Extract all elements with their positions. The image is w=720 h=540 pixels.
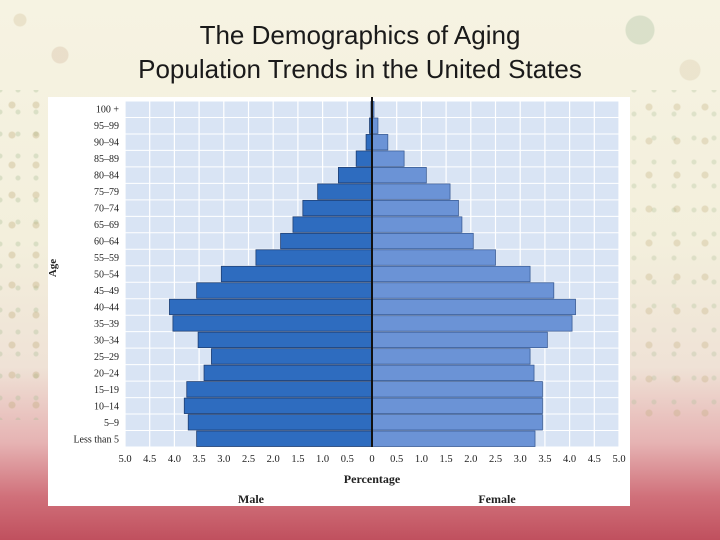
female-group-label: Female	[478, 492, 516, 506]
male-bar	[280, 232, 373, 250]
percentage-tick-label: 4.0	[168, 454, 181, 465]
age-tick-label: 35–39	[94, 319, 119, 330]
age-tick-label: 80–84	[94, 171, 119, 182]
percentage-tick-labels: 5.0 4.5 4.0 3.5 3.0 2.5 2.0 1.5 1.0 0.5 0 0.5 1.0 1.5…	[118, 454, 625, 465]
x-axis-label: Percentage	[344, 472, 401, 486]
percentage-tick-label: 2.5	[242, 454, 255, 465]
male-bar	[183, 397, 373, 414]
percentage-tick-label: 0.5	[341, 454, 354, 465]
male-bar	[196, 430, 373, 447]
age-tick-label: 10–14	[94, 401, 119, 412]
percentage-tick-label: 1.5	[440, 454, 453, 465]
slide-title: The Demographics of Aging Population Tre…	[0, 18, 720, 86]
percentage-tick-label: 2.5	[489, 454, 502, 465]
age-tick-label: 70–74	[94, 204, 119, 215]
age-tick-label: 95–99	[94, 121, 119, 132]
percentage-tick-label: 0	[369, 454, 374, 465]
male-bar	[203, 364, 373, 381]
slide-title-line-1: The Demographics of Aging	[199, 20, 521, 50]
age-tick-labels: 100 + 95–99 90–94 85–89 80–84 75–79 70–74 65–69…	[73, 105, 119, 446]
percentage-tick-label: 3.0	[217, 454, 230, 465]
male-bar	[172, 315, 373, 332]
female-bar	[371, 167, 427, 184]
chart-panel: 100 + 95–99 90–94 85–89 80–84 75–79 70–74 65–69…	[47, 97, 630, 506]
female-bar	[371, 414, 543, 431]
female-bar	[371, 150, 405, 167]
male-bar	[355, 150, 373, 167]
female-bar	[371, 265, 531, 283]
percentage-tick-label: 3.5	[538, 454, 551, 465]
percentage-tick-label: 3.0	[514, 454, 527, 465]
female-bar	[371, 315, 573, 332]
female-bar	[371, 249, 496, 266]
age-tick-label: 85–89	[94, 154, 119, 165]
percentage-tick-label: 4.5	[588, 454, 601, 465]
age-tick-label: 65–69	[94, 220, 119, 231]
age-tick-label: 30–34	[94, 335, 119, 346]
female-bar	[371, 331, 548, 349]
percentage-tick-label: 3.5	[193, 454, 206, 465]
male-bar	[196, 282, 373, 299]
female-bar	[371, 381, 543, 398]
age-tick-label: 55–59	[94, 253, 119, 264]
percentage-tick-label: 1.0	[415, 454, 428, 465]
slide-title-line-2: Population Trends in the United States	[138, 54, 582, 84]
male-bar	[220, 265, 373, 283]
male-bar	[197, 331, 373, 349]
population-pyramid-chart: 100 + 95–99 90–94 85–89 80–84 75–79 70–74 65–69…	[47, 97, 626, 506]
female-bar	[371, 216, 463, 233]
decorative-right-pattern	[630, 90, 720, 420]
male-bar	[292, 216, 373, 233]
percentage-tick-label: 2.0	[464, 454, 477, 465]
y-axis-label: Age	[48, 259, 59, 277]
age-tick-label: 25–29	[94, 352, 119, 363]
female-bar	[371, 430, 536, 447]
age-tick-label: 20–24	[94, 368, 119, 379]
age-tick-label: 40–44	[94, 302, 119, 313]
male-bar	[302, 199, 373, 217]
percentage-tick-label: 1.0	[316, 454, 329, 465]
age-tick-label: 5–9	[104, 418, 119, 429]
percentage-tick-label: 1.5	[291, 454, 304, 465]
male-bar	[255, 249, 373, 266]
age-tick-label: 100 +	[96, 105, 120, 116]
male-bar	[211, 348, 373, 365]
female-bar	[371, 232, 474, 250]
male-bar	[338, 167, 373, 184]
decorative-top-band	[0, 0, 720, 95]
age-tick-label: 75–79	[94, 187, 119, 198]
bars	[169, 101, 576, 447]
female-bar	[371, 183, 451, 200]
percentage-tick-label: 5.0	[612, 454, 625, 465]
female-bar	[371, 348, 531, 365]
female-bar	[371, 298, 576, 316]
age-tick-label: 60–64	[94, 237, 119, 248]
male-group-label: Male	[238, 492, 265, 506]
age-tick-label: 90–94	[94, 138, 119, 149]
age-tick-label: 50–54	[94, 270, 119, 281]
age-tick-label: 15–19	[94, 385, 119, 396]
age-tick-label: Less than 5	[73, 434, 119, 445]
percentage-tick-label: 4.0	[563, 454, 576, 465]
male-bar	[317, 183, 373, 200]
male-bar	[187, 414, 373, 431]
percentage-tick-label: 5.0	[118, 454, 131, 465]
female-bar	[371, 397, 543, 414]
female-bar	[371, 134, 389, 151]
decorative-left-pattern	[0, 90, 48, 420]
percentage-tick-label: 2.0	[267, 454, 280, 465]
percentage-tick-label: 4.5	[143, 454, 156, 465]
female-bar	[371, 199, 459, 217]
percentage-tick-label: 0.5	[390, 454, 403, 465]
female-bar	[371, 364, 535, 381]
female-bar	[371, 282, 555, 299]
male-bar	[186, 381, 373, 398]
male-bar	[169, 298, 373, 316]
age-tick-label: 45–49	[94, 286, 119, 297]
